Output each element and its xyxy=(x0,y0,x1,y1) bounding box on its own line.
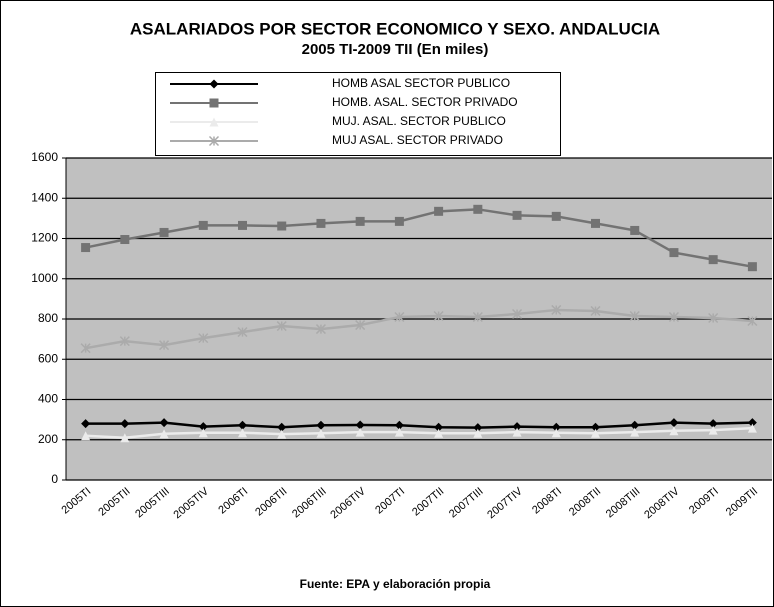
marker xyxy=(630,427,640,437)
source-note: Fuente: EPA y elaboración propia xyxy=(300,577,491,591)
marker xyxy=(316,428,326,438)
marker xyxy=(668,311,679,323)
legend-marker xyxy=(209,79,219,89)
marker xyxy=(591,428,600,438)
marker xyxy=(276,321,287,332)
marker xyxy=(512,427,522,437)
marker xyxy=(473,423,483,433)
marker xyxy=(708,425,718,435)
marker xyxy=(512,210,522,220)
series-line xyxy=(85,421,753,429)
chart-title: ASALARIADOS POR SECTOR ECONOMICO Y SEXO.… xyxy=(130,19,660,38)
marker xyxy=(747,418,757,428)
marker xyxy=(512,308,523,319)
marker xyxy=(512,422,522,432)
marker xyxy=(433,310,444,322)
y-tick-label: 400 xyxy=(38,392,58,406)
legend-label: MUJ ASAL. SECTOR PRIVADO xyxy=(332,133,503,147)
marker xyxy=(237,327,248,338)
y-tick-label: 0 xyxy=(51,472,58,486)
y-tick-label: 1200 xyxy=(31,231,58,245)
marker xyxy=(81,419,91,429)
marker xyxy=(708,255,718,265)
marker xyxy=(355,320,366,331)
marker xyxy=(394,311,405,323)
marker xyxy=(120,419,130,429)
marker xyxy=(708,312,719,324)
marker xyxy=(473,204,483,214)
marker xyxy=(629,310,640,322)
marker xyxy=(316,218,326,228)
marker xyxy=(551,304,562,315)
marker xyxy=(630,420,640,430)
chart-subtitle: 2005 TI-2009 TII (En miles) xyxy=(302,41,489,58)
marker xyxy=(708,419,718,429)
marker xyxy=(198,422,208,432)
y-tick-label: 800 xyxy=(38,311,58,325)
marker xyxy=(394,427,404,437)
marker xyxy=(198,428,208,438)
marker xyxy=(355,216,365,226)
marker xyxy=(434,422,444,432)
y-tick-label: 1400 xyxy=(31,190,58,204)
marker xyxy=(81,243,91,253)
y-tick-label: 600 xyxy=(38,351,58,365)
marker xyxy=(159,429,169,439)
legend-marker xyxy=(209,98,219,108)
marker xyxy=(316,420,326,430)
legend-label: HOMB ASAL SECTOR PUBLICO xyxy=(332,76,510,90)
legend-marker xyxy=(209,117,219,127)
marker xyxy=(590,305,601,316)
marker xyxy=(238,220,247,230)
marker xyxy=(315,324,326,335)
marker xyxy=(551,428,561,438)
marker xyxy=(551,211,561,221)
marker xyxy=(669,248,679,258)
marker xyxy=(120,433,130,443)
marker xyxy=(669,418,679,428)
marker xyxy=(434,206,444,216)
marker xyxy=(394,420,404,430)
marker xyxy=(198,220,208,230)
marker xyxy=(80,343,91,354)
marker xyxy=(277,422,287,432)
marker xyxy=(119,336,130,347)
marker xyxy=(472,311,483,323)
marker xyxy=(473,428,483,438)
marker xyxy=(355,420,365,430)
marker xyxy=(591,422,600,432)
marker xyxy=(669,426,679,436)
marker xyxy=(198,333,209,344)
marker xyxy=(747,262,757,272)
marker xyxy=(630,225,640,235)
series-line xyxy=(85,426,753,439)
marker xyxy=(159,418,169,428)
marker xyxy=(277,429,287,439)
marker xyxy=(434,428,444,438)
marker xyxy=(551,422,561,432)
marker xyxy=(159,340,170,351)
series-line xyxy=(85,208,753,268)
legend-label: MUJ. ASAL. SECTOR PUBLICO xyxy=(332,114,506,128)
marker xyxy=(747,423,757,433)
y-tick-label: 1600 xyxy=(31,150,58,164)
marker xyxy=(120,235,130,245)
marker xyxy=(238,420,247,430)
y-tick-label: 1000 xyxy=(31,271,58,285)
series-line xyxy=(85,308,753,350)
marker xyxy=(591,218,600,228)
marker xyxy=(159,227,169,237)
marker xyxy=(81,431,91,441)
marker xyxy=(277,221,287,231)
legend-marker xyxy=(208,135,220,147)
marker xyxy=(355,427,365,437)
marker xyxy=(238,428,247,438)
marker xyxy=(747,315,758,327)
y-tick-label: 200 xyxy=(38,432,58,446)
legend-label: HOMB. ASAL. SECTOR PRIVADO xyxy=(332,95,518,109)
marker xyxy=(394,216,404,226)
